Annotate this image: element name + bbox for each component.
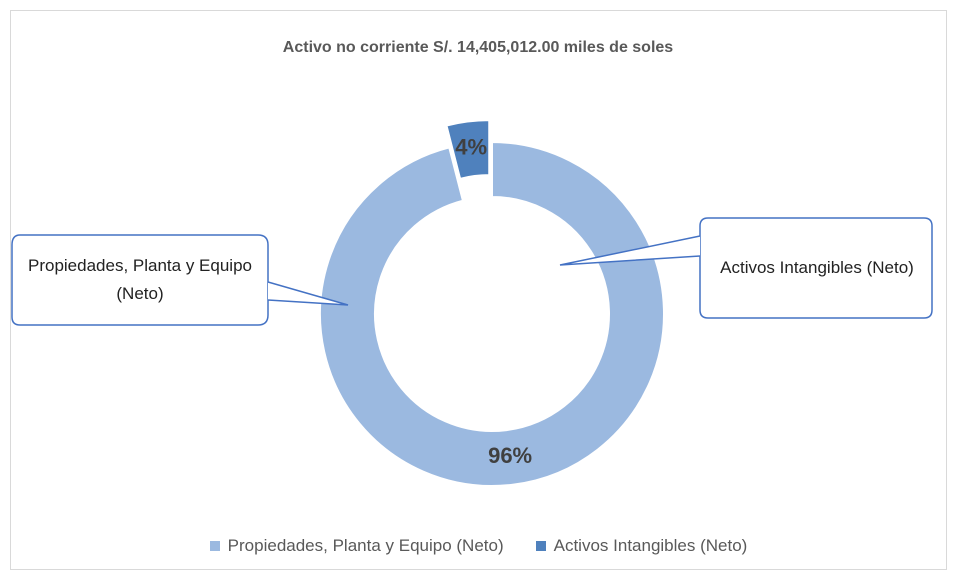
- data-label: 96%: [488, 443, 532, 468]
- legend-item: Activos Intangibles (Neto): [535, 536, 748, 556]
- donut-slice: [319, 140, 665, 487]
- callout-label: Propiedades, Planta y Equipo (Neto): [28, 256, 252, 303]
- callout-pointer: [267, 281, 349, 306]
- legend-label: Activos Intangibles (Neto): [553, 536, 748, 555]
- callout-box: [11, 234, 269, 326]
- callout-pointer: [559, 235, 701, 266]
- donut: 96% 4%: [319, 119, 665, 487]
- callout-label: Activos Intangibles (Neto): [720, 258, 914, 277]
- legend-swatch: [535, 541, 546, 551]
- legend: Propiedades, Planta y Equipo (Neto) Activ…: [10, 536, 947, 556]
- donut-slice: [445, 119, 491, 181]
- legend-item: Propiedades, Planta y Equipo (Neto): [209, 536, 504, 556]
- legend-swatch: [209, 541, 220, 551]
- chart-title: Activo no corriente S/. 14,405,012.00 mi…: [283, 39, 674, 56]
- callout-box: [699, 217, 933, 319]
- data-label: 4%: [455, 135, 487, 160]
- legend-label: Propiedades, Planta y Equipo (Neto): [227, 536, 504, 555]
